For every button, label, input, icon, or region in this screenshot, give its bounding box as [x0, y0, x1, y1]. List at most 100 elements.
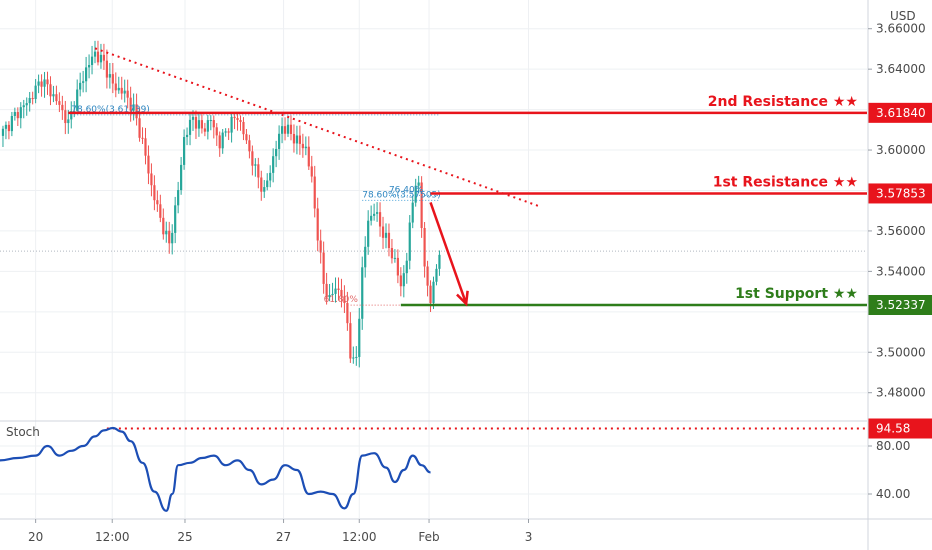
candle-body: [147, 155, 150, 174]
candle-body: [212, 120, 215, 128]
candle-body: [120, 87, 123, 94]
projection-arrow-shaft: [429, 202, 468, 305]
candle-body: [67, 119, 70, 124]
candle-body: [432, 281, 435, 304]
candle-body: [191, 116, 195, 120]
candle-body: [138, 118, 141, 138]
candle-body: [438, 254, 441, 269]
candle-body: [52, 94, 55, 97]
stoch-badge-text: 94.58: [876, 422, 910, 436]
candle-body: [390, 248, 394, 259]
candle-body: [408, 222, 411, 261]
candle-body: [197, 120, 201, 129]
candle-body: [144, 138, 147, 156]
candle-body: [414, 185, 417, 203]
candle-body: [165, 230, 168, 235]
candle-body: [206, 120, 209, 132]
candle-body: [224, 131, 227, 133]
candle-body: [370, 215, 373, 221]
candle-body: [405, 260, 408, 274]
candle-body: [352, 357, 355, 359]
candle-body: [49, 84, 52, 97]
candle-body: [417, 182, 420, 186]
candle-body: [182, 137, 186, 165]
candle-body: [73, 110, 76, 112]
candle-body: [316, 208, 319, 241]
candle-body: [373, 213, 376, 216]
candle-body: [298, 135, 301, 144]
stoch-tick-label: 40.00: [876, 487, 910, 501]
candle-body: [423, 228, 426, 267]
candle-body: [105, 60, 108, 78]
candle-body: [239, 119, 242, 122]
candle-body: [307, 146, 310, 167]
fib-label: 61.80%: [324, 295, 359, 305]
candle-body: [25, 103, 28, 106]
y-tick-label: 3.66000: [876, 22, 926, 36]
candle-body: [263, 187, 266, 192]
candle-body: [129, 97, 132, 111]
candle-body: [58, 101, 61, 105]
level-label: 1st Support ★★: [735, 286, 858, 302]
y-tick-label: 3.50000: [876, 345, 926, 359]
candle-body: [171, 232, 174, 244]
candle-body: [218, 135, 221, 149]
candle-body: [177, 190, 180, 206]
x-tick-label: 12:00: [95, 530, 130, 544]
candle-body: [387, 232, 391, 249]
candle-body: [117, 87, 120, 91]
candle-body: [76, 89, 79, 111]
candle-body: [331, 293, 334, 296]
y-tick-label: 3.54000: [876, 264, 926, 278]
candle-body: [328, 295, 331, 298]
candle-body: [337, 288, 340, 290]
candle-body: [426, 266, 429, 286]
candle-body: [79, 82, 82, 90]
candle-body: [227, 131, 230, 133]
candle-body: [260, 177, 263, 192]
stoch-badge: [868, 418, 932, 439]
stoch-line: [0, 426, 431, 512]
candles: [1, 40, 441, 368]
candle-body: [194, 116, 198, 129]
candle-body: [4, 124, 8, 129]
candle-body: [378, 212, 382, 227]
candle-body: [40, 81, 43, 87]
candle-body: [102, 54, 106, 61]
candle-body: [37, 81, 40, 86]
candle-body: [340, 289, 343, 297]
candle-body: [43, 79, 46, 87]
candle-body: [349, 323, 352, 359]
candle-body: [275, 148, 278, 157]
candle-body: [153, 185, 156, 201]
candle-body: [126, 90, 129, 98]
fib-label: 76.40%: [389, 185, 424, 195]
candle-body: [61, 104, 64, 111]
candle-body: [396, 257, 399, 276]
projection-arrow-head: [456, 290, 469, 307]
candle-body: [364, 246, 367, 268]
candle-body: [123, 90, 126, 94]
y-tick-label: 3.64000: [876, 62, 926, 76]
candle-body: [375, 212, 379, 214]
candle-body: [286, 124, 290, 134]
candle-body: [381, 226, 385, 238]
price-badge: [868, 183, 932, 204]
candle-body: [85, 67, 88, 82]
candle-body: [7, 124, 11, 132]
candle-body: [289, 124, 293, 134]
candle-body: [185, 134, 189, 138]
candle-body: [242, 121, 245, 135]
overlay: 78.60%(3.61739)78.60%(3.57505)76.40%61.8…: [0, 47, 867, 307]
candle-body: [384, 232, 388, 238]
candle-body: [111, 74, 114, 84]
candle-body: [257, 164, 260, 178]
candle-body: [254, 164, 257, 166]
candle-body: [19, 107, 22, 119]
candle-body: [272, 156, 275, 173]
candle-body: [283, 126, 287, 134]
candle-body: [266, 180, 269, 188]
candle-body: [156, 200, 159, 205]
candle-body: [200, 120, 204, 129]
